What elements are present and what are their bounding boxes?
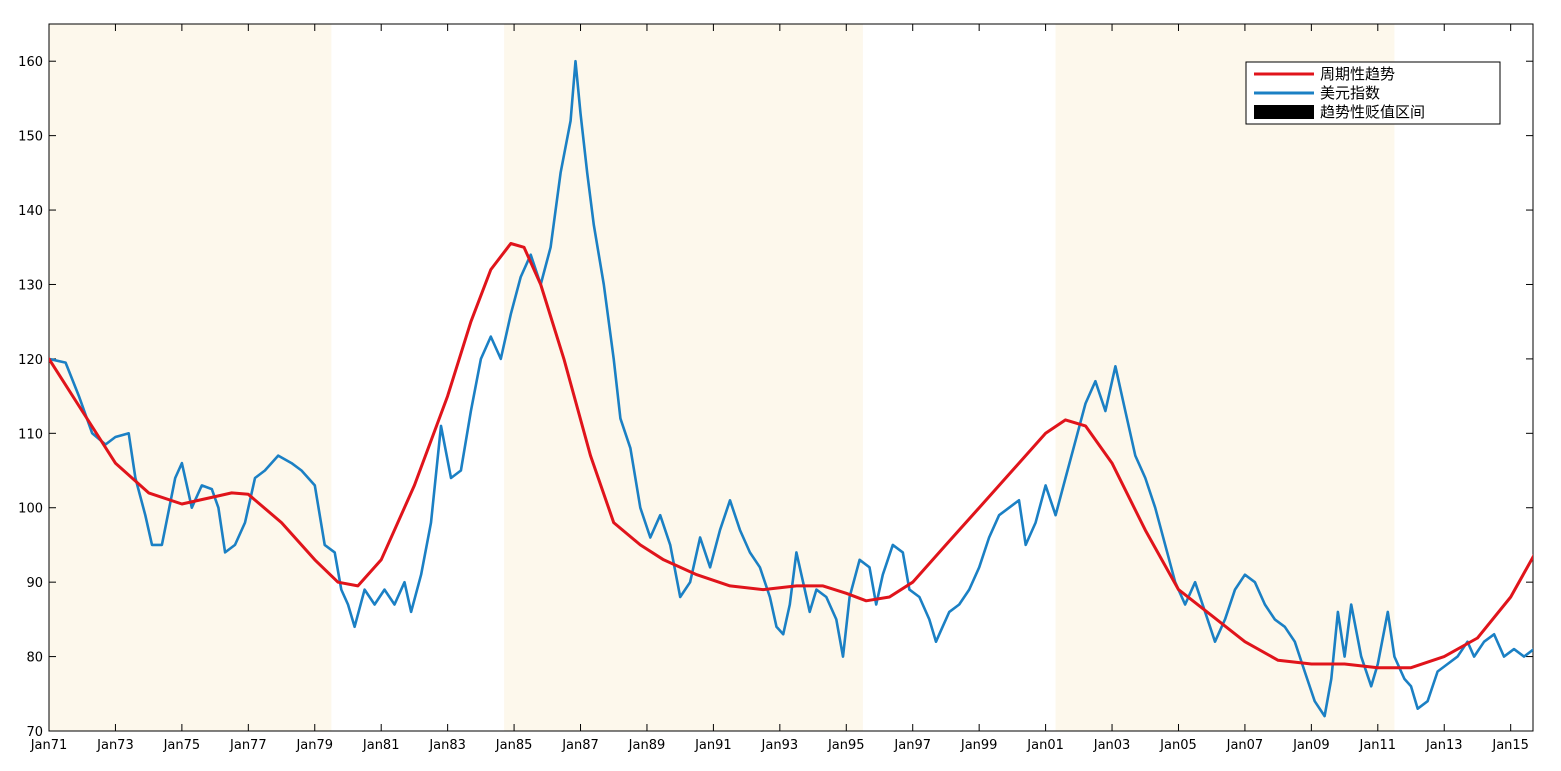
y-tick-label: 100 <box>18 502 43 517</box>
x-tick-label: Jan07 <box>1226 738 1264 753</box>
y-tick-label: 160 <box>18 55 43 70</box>
series-lines <box>49 59 1533 718</box>
legend-label: 美元指数 <box>1320 84 1380 102</box>
x-tick-label: Jan03 <box>1093 738 1131 753</box>
shaded-regions <box>49 24 1395 731</box>
x-tick-label: Jan11 <box>1359 738 1397 753</box>
y-tick-label: 80 <box>26 651 43 666</box>
y-tick-label: 120 <box>18 353 43 368</box>
x-tick-label: Jan81 <box>362 738 400 753</box>
x-tick-label: Jan71 <box>30 738 68 753</box>
x-tick-label: Jan89 <box>628 738 666 753</box>
y-tick-label: 130 <box>18 278 43 293</box>
x-tick-label: Jan99 <box>960 738 998 753</box>
y-tick-label: 110 <box>18 427 43 442</box>
shaded-region-1 <box>504 24 863 731</box>
x-tick-label: Jan05 <box>1159 738 1197 753</box>
x-tick-label: Jan93 <box>761 738 799 753</box>
y-tick-label: 90 <box>26 576 43 591</box>
x-tick-label: Jan73 <box>96 738 134 753</box>
shaded-region-0 <box>49 24 332 731</box>
x-tick-label: Jan15 <box>1491 738 1529 753</box>
x-tick-label: Jan09 <box>1292 738 1330 753</box>
x-tick-label: Jan01 <box>1026 738 1064 753</box>
legend-label: 周期性趋势 <box>1320 65 1395 83</box>
x-tick-label: Jan83 <box>428 738 466 753</box>
x-tick-label: Jan13 <box>1425 738 1463 753</box>
series-line-cyclical-trend <box>49 242 1533 670</box>
x-tick-label: Jan77 <box>229 738 267 753</box>
x-tick-label: Jan95 <box>827 738 865 753</box>
x-tick-label: Jan91 <box>694 738 732 753</box>
x-tick-label: Jan75 <box>163 738 201 753</box>
legend-label: 趋势性贬值区间 <box>1320 103 1425 121</box>
x-tick-label: Jan85 <box>495 738 533 753</box>
x-tick-label: Jan87 <box>561 738 599 753</box>
series-line-dollar-index <box>49 59 1533 718</box>
y-tick-label: 150 <box>18 130 43 145</box>
y-tick-label: 70 <box>26 725 43 740</box>
legend-swatch <box>1254 105 1314 119</box>
x-tick-label: Jan97 <box>893 738 931 753</box>
axis-ticks: 70 80 90 100 110 120 130 140 150 160 Jan71 Jan73 Jan… <box>18 24 1533 753</box>
x-tick-label: Jan79 <box>295 738 333 753</box>
y-tick-label: 140 <box>18 204 43 219</box>
plot-frame <box>48 23 1534 732</box>
